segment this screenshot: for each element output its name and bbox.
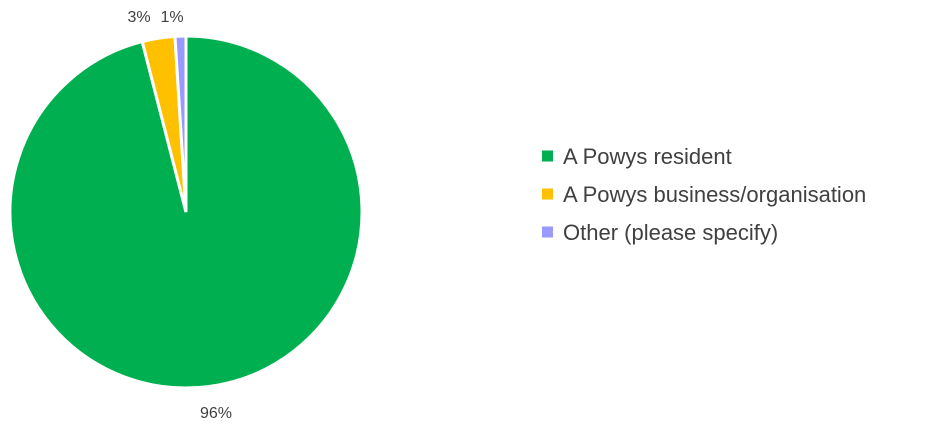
legend-label-1: A Powys resident <box>563 144 732 169</box>
legend-label-2: A Powys business/organisation <box>563 182 866 207</box>
legend-label-3: Other (please specify) <box>563 220 778 245</box>
legend: A Powys resident A Powys business/organis… <box>542 144 866 245</box>
pie-slice-1 <box>8 34 364 390</box>
data-label-2: 3% <box>127 9 150 26</box>
legend-swatch-3 <box>542 226 553 238</box>
legend-swatch-2 <box>542 188 553 200</box>
pie-slice-3 <box>173 34 188 213</box>
pie-data-labels: 96% 3% 1% <box>127 9 232 422</box>
data-label-3: 1% <box>160 9 183 26</box>
data-label-1: 96% <box>200 405 232 422</box>
legend-swatch-1 <box>542 150 553 162</box>
pie-slices <box>8 34 364 390</box>
